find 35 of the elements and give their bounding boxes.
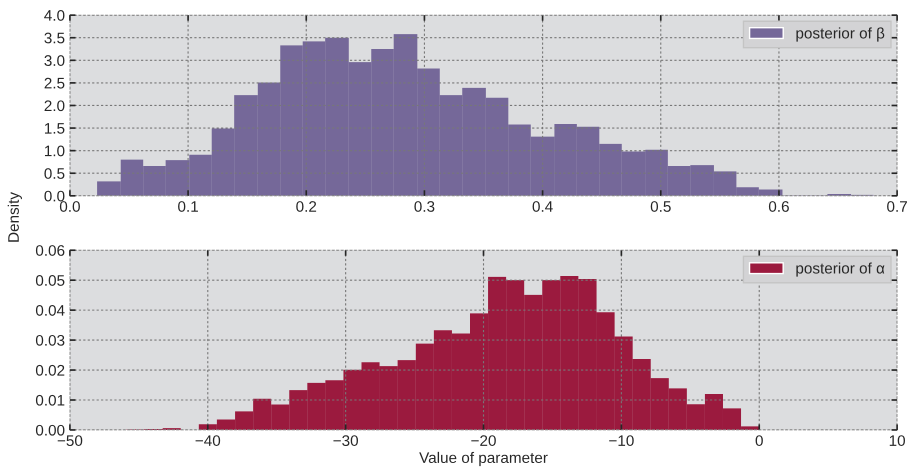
x-tick-label: 0.1 — [178, 201, 198, 212]
y-tick-label: 0.02 — [36, 364, 64, 376]
x-tick-label: 10 — [890, 435, 906, 446]
x-tick-label: −40 — [196, 435, 220, 446]
y-tick-label: 1.5 — [44, 123, 64, 134]
x-tick-label: 0.3 — [414, 201, 434, 212]
y-tick-label: 0.06 — [36, 245, 64, 256]
x-tick-label: 0 — [756, 435, 763, 446]
y-tick-label: 3.0 — [44, 55, 64, 66]
y-tick-label: 2.5 — [44, 78, 64, 89]
legend-label: posterior of α — [796, 262, 884, 277]
x-tick-label: 0.6 — [768, 201, 789, 212]
legend-label: posterior of β — [796, 27, 884, 42]
x-tick-label: 0.5 — [650, 201, 671, 212]
y-tick-label: 0.01 — [36, 394, 64, 406]
y-tick-label: 4.0 — [44, 10, 64, 21]
x-tick-label: 0.4 — [532, 201, 553, 212]
y-tick-label: 0.04 — [36, 305, 65, 316]
y-tick-label: 0.03 — [36, 334, 64, 346]
y-tick-label: 0.5 — [44, 168, 64, 179]
x-axis-title: Value of parameter — [419, 452, 548, 466]
y-tick-label: 0.00 — [36, 424, 64, 436]
y-tick-label: 0.0 — [44, 190, 64, 202]
y-tick-label: 3.5 — [44, 32, 64, 44]
y-axis-title: Density — [8, 192, 22, 242]
y-tick-label: 1.0 — [44, 146, 64, 156]
y-tick-label: 0.05 — [36, 275, 64, 286]
x-tick-label: −10 — [609, 435, 634, 446]
x-tick-label: 0.7 — [887, 201, 907, 212]
x-tick-label: −50 — [58, 435, 82, 446]
x-tick-label: 0.0 — [60, 201, 80, 212]
x-tick-label: −20 — [471, 435, 496, 446]
x-tick-label: 0.2 — [296, 201, 316, 212]
x-tick-label: −30 — [333, 435, 358, 446]
y-tick-label: 2.0 — [44, 100, 64, 112]
